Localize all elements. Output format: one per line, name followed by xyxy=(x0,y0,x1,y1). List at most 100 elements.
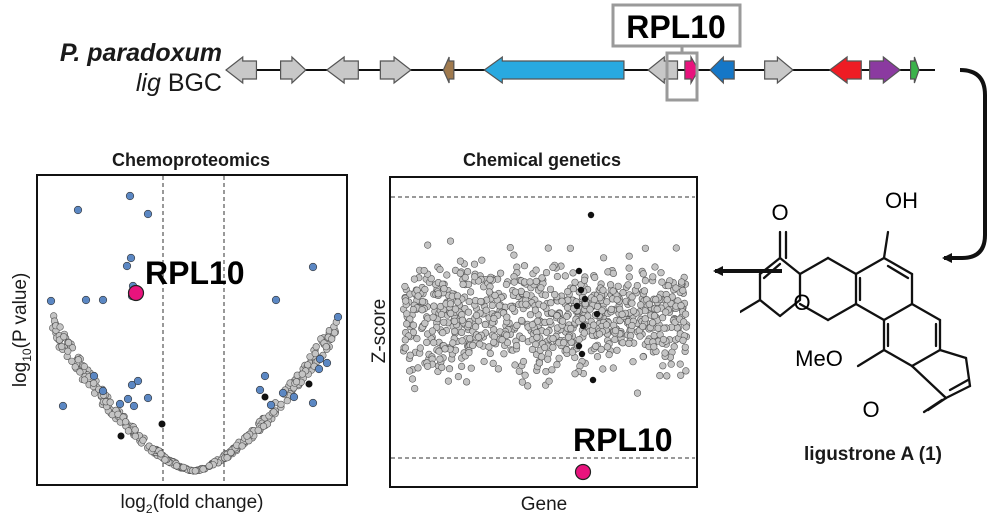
volcano-background-point xyxy=(292,378,301,386)
zscore-gene-point xyxy=(532,266,540,274)
zscore-gene-point xyxy=(458,337,466,345)
volcano-background-point xyxy=(74,356,82,364)
zscore-gene-point xyxy=(559,317,567,325)
zscore-gene-point xyxy=(453,292,462,300)
zscore-gene-point xyxy=(401,344,409,352)
zscore-gene-point xyxy=(524,382,532,390)
zscore-gene-point xyxy=(486,349,494,357)
zscore-gene-point xyxy=(629,307,638,315)
zscore-gene-point xyxy=(430,339,438,347)
zscore-gene-point xyxy=(591,273,599,282)
zscore-gene-point xyxy=(549,343,557,351)
zscore-gene-point xyxy=(454,298,462,306)
zscore-gene-point xyxy=(438,363,446,371)
zscore-gene-point xyxy=(636,332,644,340)
zscore-gene-point xyxy=(667,360,675,368)
volcano-significant-point xyxy=(278,388,288,398)
zscore-gene-point xyxy=(478,256,486,264)
bond xyxy=(826,256,858,276)
zscore-gene-point xyxy=(560,339,568,347)
zscore-gene-point xyxy=(520,262,529,270)
gene-arrow-6 xyxy=(483,55,625,85)
zscore-gene-point xyxy=(650,312,659,320)
volcano-background-point xyxy=(71,363,79,371)
zscore-gene-point xyxy=(652,295,660,304)
zscore-gene-point xyxy=(481,320,489,329)
zscore-gene-point xyxy=(518,378,526,386)
zscore-gene-point xyxy=(548,366,556,374)
zscore-y-label: Z-score xyxy=(369,298,390,364)
zscore-gene-point xyxy=(523,291,531,299)
zscore-gene-point xyxy=(607,281,615,289)
zscore-gene-point xyxy=(511,361,519,369)
atom-ketone-o: O xyxy=(862,397,879,422)
volcano-background-point xyxy=(254,426,262,434)
volcano-y-label: log10(P value) xyxy=(10,240,34,420)
zscore-gene-point xyxy=(625,252,633,260)
zscore-gene-point xyxy=(421,285,429,294)
gene-arrow-8 xyxy=(684,54,700,86)
zscore-gene-point xyxy=(467,364,475,372)
volcano-background-point xyxy=(311,350,319,358)
zscore-gene-point xyxy=(457,328,466,336)
zscore-gene-point xyxy=(542,268,551,277)
zscore-gene-point xyxy=(409,321,418,329)
bond xyxy=(798,302,830,322)
zscore-gene-point xyxy=(611,327,620,335)
volcano-significant-point xyxy=(289,392,299,402)
volcano-background-point xyxy=(68,357,76,365)
zscore-gene-point xyxy=(518,334,527,343)
zscore-gene-point xyxy=(418,297,427,306)
bond xyxy=(964,356,972,388)
zscore-gene-point xyxy=(440,284,448,293)
zscore-gene-point xyxy=(408,375,417,383)
volcano-x-label-log: log xyxy=(120,492,146,513)
gene-prefix: lig xyxy=(135,69,161,97)
bond xyxy=(758,256,782,276)
zscore-gene-point xyxy=(424,241,432,249)
zscore-gene-point xyxy=(435,347,443,355)
volcano-significant-point xyxy=(115,399,125,409)
zscore-gene-point xyxy=(677,371,685,379)
zscore-gene-point xyxy=(543,328,551,336)
zscore-gene-point xyxy=(470,260,479,268)
volcano-significant-point xyxy=(266,400,276,410)
zscore-gene-point xyxy=(491,291,499,299)
zscore-gene-point xyxy=(681,343,689,351)
zscore-gene-point xyxy=(502,280,510,289)
volcano-background-point xyxy=(106,398,114,406)
bond xyxy=(882,348,914,368)
zscore-gene-point xyxy=(613,296,621,304)
volcano-significant-point xyxy=(314,364,324,374)
volcano-black-point xyxy=(117,432,125,440)
bond xyxy=(910,364,948,400)
volcano-significant-point xyxy=(89,371,99,381)
zscore-gene-point xyxy=(445,365,454,373)
zscore-gene-point xyxy=(423,362,432,370)
zscore-gene-point xyxy=(553,312,561,320)
zscore-gene-point xyxy=(555,354,563,362)
cluster-name: lig BGC xyxy=(10,68,222,98)
zscore-gene-point xyxy=(551,290,559,299)
gene-arrow-2 xyxy=(280,55,307,85)
zscore-gene-point xyxy=(490,338,498,346)
zscore-gene-point xyxy=(401,282,409,291)
bond xyxy=(762,262,782,280)
zscore-gene-point xyxy=(495,302,504,310)
zscore-gene-point xyxy=(471,323,480,331)
zscore-gene-point xyxy=(659,362,667,370)
gene-arrow-13 xyxy=(910,56,920,84)
zscore-gene-point xyxy=(512,342,521,350)
zscore-gene-point xyxy=(457,362,466,370)
volcano-background-point xyxy=(64,347,72,355)
compound-name: ligustrone A (1) xyxy=(804,444,942,465)
volcano-background-point xyxy=(58,342,66,351)
volcano-significant-point xyxy=(125,191,135,201)
atom-ring-o: O xyxy=(793,290,810,315)
volcano-target-point xyxy=(127,284,145,302)
zscore-gene-point xyxy=(440,318,448,326)
zscore-plot: RPL10 xyxy=(389,176,698,488)
zscore-gene-point xyxy=(430,302,438,310)
volcano-significant-point xyxy=(308,398,318,408)
zscore-gene-point xyxy=(657,269,665,277)
